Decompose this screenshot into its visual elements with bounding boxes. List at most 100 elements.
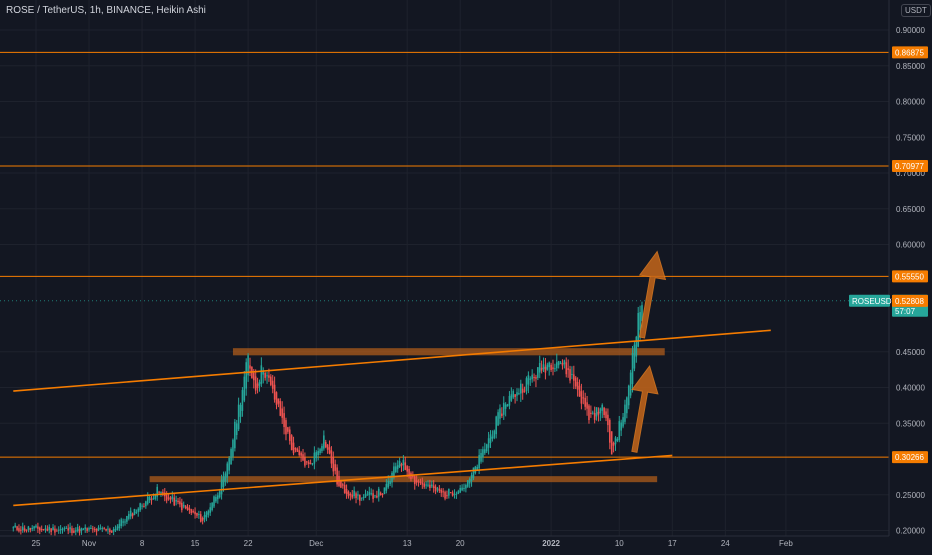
candle-body (321, 446, 323, 452)
candle-body (52, 527, 54, 531)
candle-body (315, 452, 318, 459)
candle-body (480, 452, 482, 462)
candle-body (527, 375, 530, 385)
candle-body (245, 362, 248, 389)
trendline (13, 329, 771, 392)
candle-body (520, 383, 522, 394)
candle-body (396, 465, 399, 470)
candle-body (260, 365, 263, 384)
candle-body (133, 509, 136, 515)
y-tick-label: 0.25000 (896, 491, 925, 500)
candle-body (92, 528, 94, 530)
candle-body (232, 439, 234, 457)
candle-body (27, 526, 30, 530)
y-tick-label: 0.90000 (896, 26, 925, 35)
y-tick-label: 0.70000 (896, 169, 925, 178)
candle-body (281, 408, 283, 418)
candle-body (139, 503, 141, 511)
candle-body (376, 495, 378, 498)
x-tick-label: 10 (615, 539, 624, 548)
candle-body (105, 528, 107, 531)
candle-body (44, 528, 47, 530)
candle-body (283, 413, 285, 428)
candle-body (264, 372, 266, 378)
candle-body (559, 362, 562, 364)
candle-body (173, 497, 176, 506)
candle-body (351, 494, 354, 498)
candle-body (33, 526, 35, 529)
candle-body (323, 435, 325, 449)
level-tag-text: 0.86875 (895, 48, 924, 57)
candle-body (249, 365, 251, 369)
candle-body (266, 375, 268, 377)
candle-body (432, 485, 435, 489)
level-tag-bg (892, 160, 928, 173)
candle-body (599, 408, 602, 414)
candle-body (582, 397, 585, 399)
candle-body (552, 367, 554, 370)
candle-body (597, 411, 600, 415)
candle-body (241, 390, 244, 411)
candle-body (563, 360, 566, 365)
x-tick-label: Dec (309, 539, 323, 548)
x-tick-label: 15 (191, 539, 200, 548)
zones (149, 348, 665, 483)
candle-body (226, 463, 229, 478)
candle-body (349, 493, 352, 496)
candle-body (237, 404, 240, 430)
candle-body (421, 482, 424, 485)
candle-body (304, 457, 306, 466)
candle-body (404, 462, 407, 470)
horizontal-levels (0, 51, 889, 458)
candle-body (586, 402, 588, 409)
candle-body (258, 381, 261, 386)
candle-body (455, 493, 458, 495)
candle-body (65, 527, 68, 529)
candle-body (374, 495, 376, 497)
candle-body (209, 507, 212, 513)
candle-body (317, 451, 319, 456)
candle-body (148, 497, 151, 501)
candle-body (584, 397, 586, 407)
y-tick-label: 0.20000 (896, 527, 925, 536)
candle-body (270, 376, 272, 385)
candle-body (37, 526, 39, 529)
candle-body (616, 438, 619, 441)
candle-body (116, 526, 119, 530)
countdown-text: 57:07 (895, 307, 916, 316)
x-tick-label: 22 (244, 539, 253, 548)
candle-body (387, 480, 390, 488)
candle-body (42, 529, 45, 531)
candle-body (205, 512, 208, 518)
candle-body (262, 371, 265, 375)
candle-body (550, 364, 552, 371)
candle-body (324, 442, 327, 448)
x-tick-label: 17 (668, 539, 677, 548)
candle-body (593, 412, 596, 420)
candle-body (417, 481, 420, 483)
candle-body (372, 493, 374, 499)
candle-body (357, 494, 359, 496)
candle-body (273, 384, 276, 400)
candle-body (413, 476, 416, 485)
candle-body (554, 368, 556, 370)
candle-body (370, 493, 372, 495)
candle-body (302, 454, 304, 461)
candle-body (25, 529, 28, 531)
zone-box (149, 476, 658, 483)
candle-body (192, 511, 194, 513)
candle-body (423, 483, 426, 487)
currency-badge[interactable]: USDT (901, 4, 931, 17)
candle-body (152, 498, 155, 500)
candle-body (430, 484, 433, 487)
candle-body (612, 442, 615, 446)
candle-body (495, 416, 497, 435)
candle-body (364, 493, 367, 498)
candle-body (533, 376, 535, 378)
y-tick-label: 0.75000 (896, 133, 925, 142)
candle-body (385, 483, 388, 491)
candle-body (307, 461, 310, 465)
candle-body (571, 374, 573, 376)
